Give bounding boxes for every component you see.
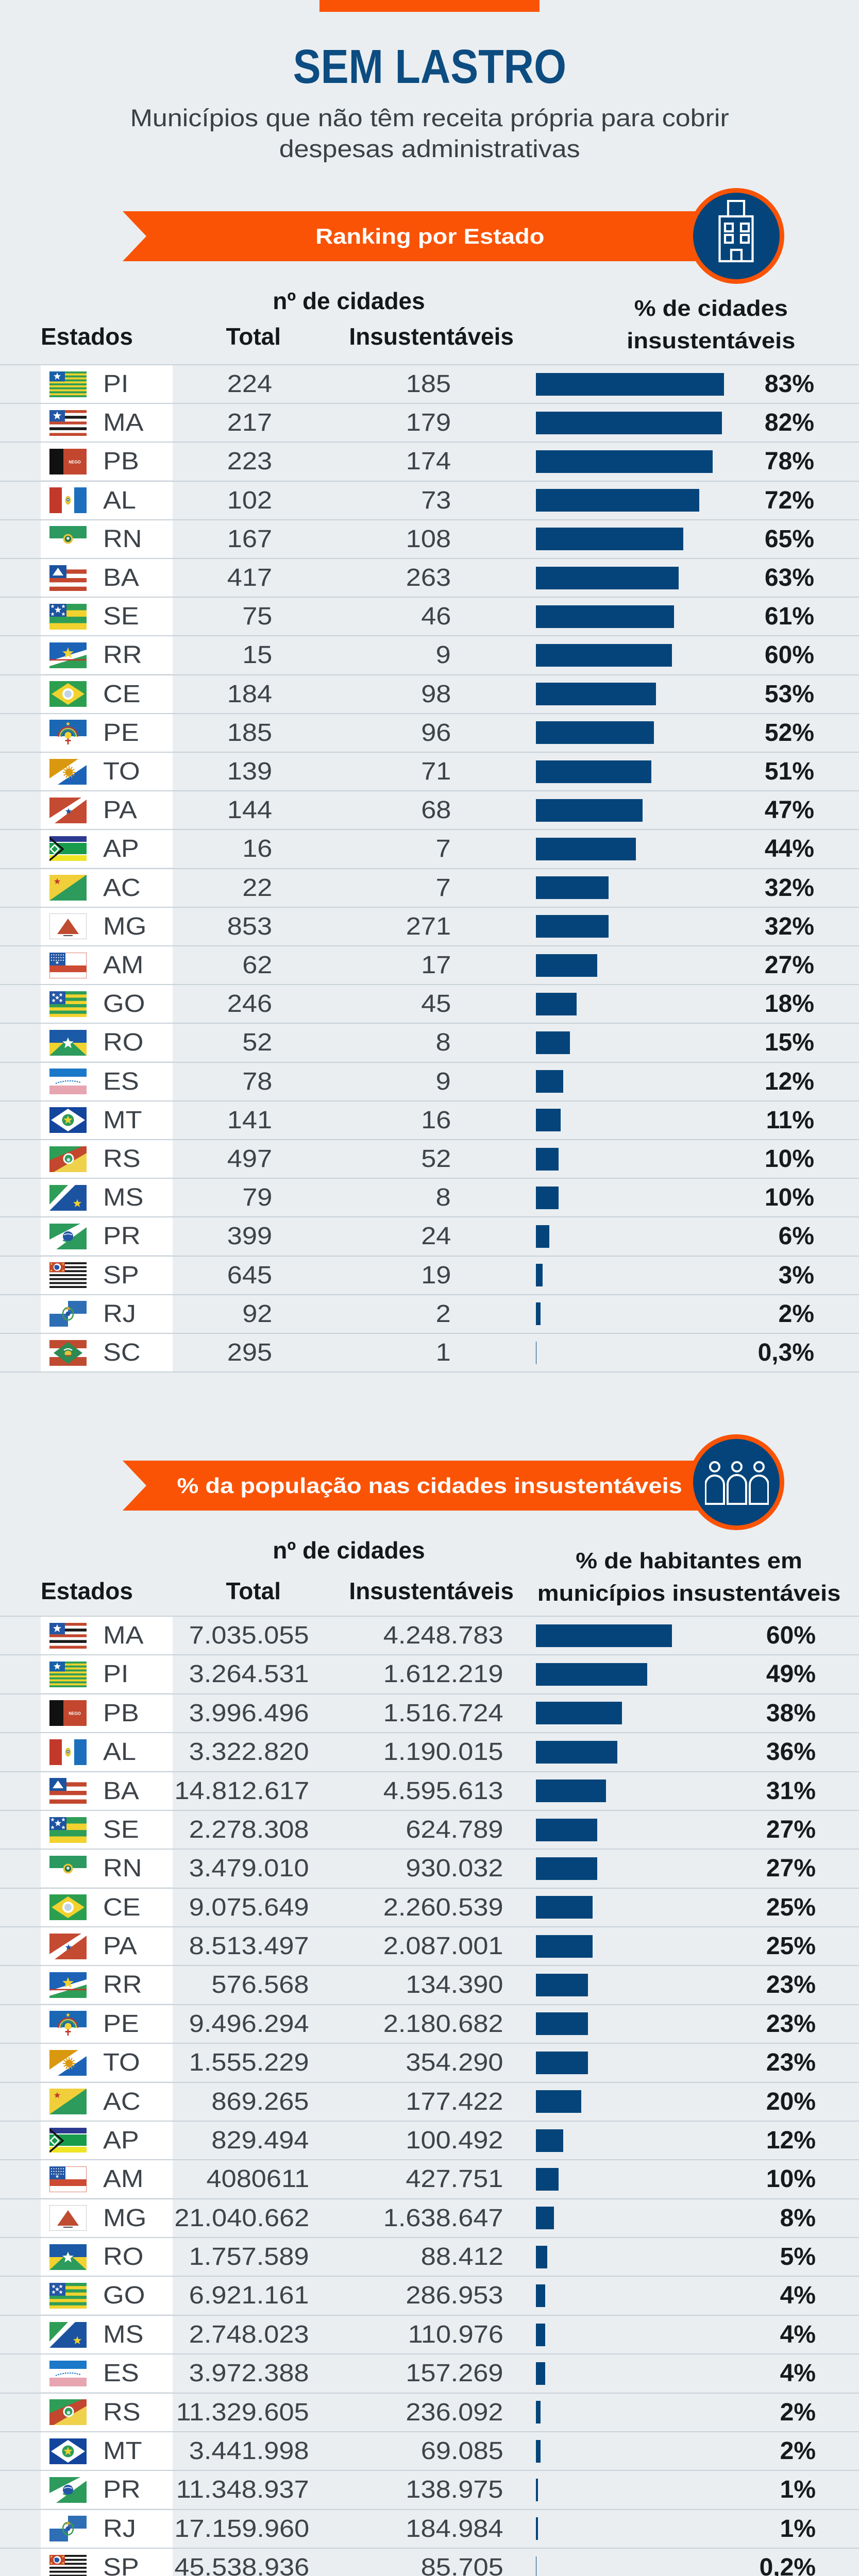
svg-text:NEGO: NEGO [69,460,81,465]
svg-text:NEGO: NEGO [69,1711,81,1716]
